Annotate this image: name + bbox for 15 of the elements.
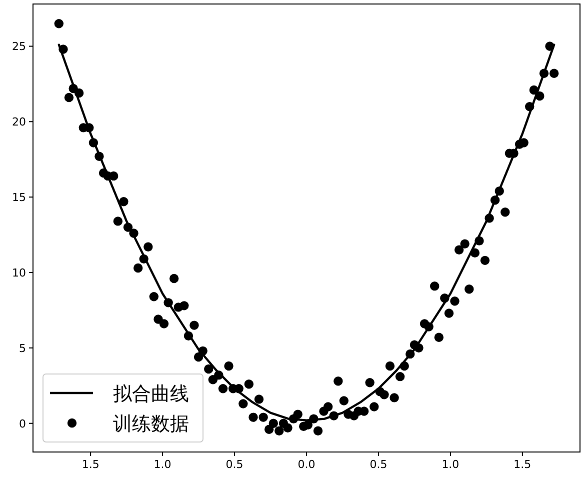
x-tick-label: 0.5 <box>226 458 244 471</box>
x-tick-label: 0.0 <box>298 458 316 471</box>
x-tick-label: 0.5 <box>370 458 388 471</box>
y-tick-label: 5 <box>19 342 26 355</box>
legend-label: 拟合曲线 <box>113 383 189 405</box>
x-tick-label: 1.0 <box>442 458 460 471</box>
x-tick-label: 1.5 <box>82 458 100 471</box>
y-tick-label: 15 <box>12 191 26 204</box>
y-tick-label: 10 <box>12 266 26 280</box>
y-tick-label: 25 <box>12 40 26 54</box>
y-tick-label: 0 <box>19 417 26 430</box>
x-tick-label: 1.5 <box>514 458 532 471</box>
legend-label: 训练数据 <box>113 413 189 435</box>
y-tick-label: 20 <box>12 116 26 129</box>
x-tick-label: 1.0 <box>154 458 172 471</box>
